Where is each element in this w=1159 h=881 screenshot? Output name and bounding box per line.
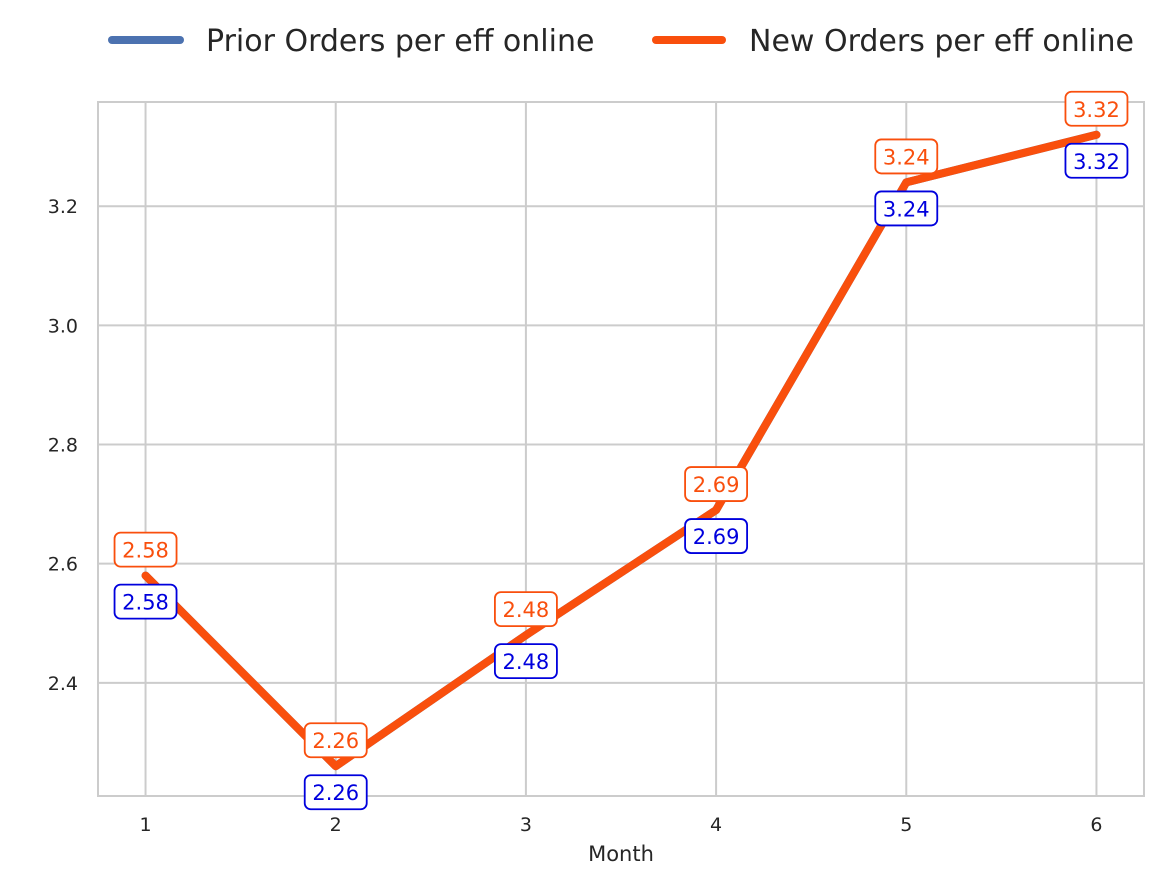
svg-text:3.24: 3.24: [883, 197, 930, 221]
svg-text:2.48: 2.48: [503, 598, 550, 622]
y-tick-label: 3.2: [48, 196, 78, 218]
svg-text:2.48: 2.48: [503, 650, 550, 674]
svg-text:3.32: 3.32: [1073, 98, 1120, 122]
svg-text:2.26: 2.26: [312, 729, 359, 753]
y-tick-label: 3.0: [48, 315, 78, 337]
y-tick-label: 2.4: [48, 673, 78, 695]
prior-data-label: 2.69: [684, 518, 748, 554]
legend-item-new: New Orders per eff online: [652, 24, 1134, 59]
svg-text:2.69: 2.69: [693, 525, 740, 549]
x-tick-labels: 1 2 3 4 5 6: [139, 814, 1102, 836]
x-tick-label: 1: [139, 814, 151, 836]
x-tick-label: 3: [520, 814, 532, 836]
legend-label: New Orders per eff online: [749, 24, 1134, 59]
legend-label: Prior Orders per eff online: [206, 24, 594, 59]
x-tick-label: 4: [710, 814, 722, 836]
y-tick-label: 2.8: [48, 435, 78, 457]
series-line-prior: [141, 130, 1101, 771]
series-lines: [141, 130, 1101, 771]
svg-text:2.26: 2.26: [312, 781, 359, 805]
prior-data-label: 2.58: [113, 583, 178, 620]
series-line-new: [141, 130, 1101, 771]
legend-item-prior: Prior Orders per eff online: [108, 24, 594, 59]
y-tick-labels: 2.4 2.6 2.8 3.0 3.2: [48, 196, 78, 695]
new-data-label: 2.48: [494, 591, 558, 628]
svg-text:2.69: 2.69: [693, 473, 740, 497]
new-data-label: 2.26: [303, 722, 368, 759]
plot-frame: [97, 101, 1145, 797]
svg-text:3.24: 3.24: [883, 145, 930, 169]
data-labels: 2.58 2.26 2.48 2.69 3.24 3.32 2.58 2.26 2.48 2.69…: [113, 90, 1129, 811]
svg-text:2.58: 2.58: [122, 539, 169, 563]
x-axis-label: Month: [588, 842, 654, 866]
new-data-label: 3.24: [874, 138, 939, 175]
x-tick-label: 5: [900, 814, 912, 836]
y-tick-label: 2.6: [48, 554, 78, 576]
x-tick-label: 6: [1090, 814, 1102, 836]
prior-data-label: 3.24: [874, 190, 939, 227]
prior-data-label: 3.32: [1064, 142, 1129, 179]
x-tick-label: 2: [330, 814, 342, 836]
prior-data-label: 2.48: [494, 643, 558, 680]
svg-text:2.58: 2.58: [122, 591, 169, 615]
legend: Prior Orders per eff online New Orders pe…: [108, 24, 1134, 59]
new-data-label: 3.32: [1064, 90, 1129, 127]
new-data-label: 2.58: [113, 531, 178, 568]
prior-data-label: 2.26: [303, 774, 368, 811]
new-data-label: 2.69: [684, 466, 748, 502]
svg-text:3.32: 3.32: [1073, 150, 1120, 174]
grid: [98, 102, 1144, 796]
